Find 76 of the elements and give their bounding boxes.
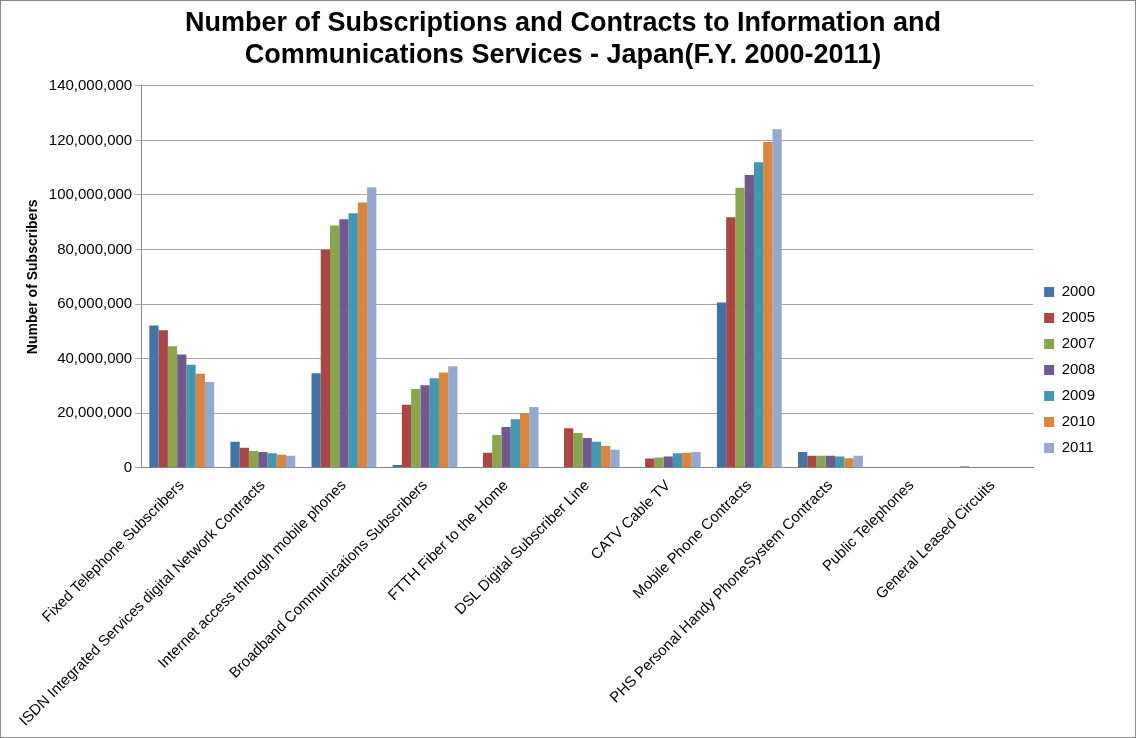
bar <box>438 372 449 468</box>
bar <box>663 456 673 468</box>
bar <box>853 455 863 468</box>
bar <box>204 382 215 468</box>
bar <box>807 455 817 468</box>
y-tick-label: 0 <box>123 457 133 475</box>
bar <box>401 404 412 468</box>
bar <box>448 366 458 468</box>
bar <box>763 142 773 468</box>
bar <box>311 373 321 468</box>
bar <box>357 202 368 468</box>
bar <box>591 441 602 468</box>
chart-title: Number of Subscriptions and Contracts to Information and Communications Services - Japan(F.Y. 2000-2011) <box>184 6 942 70</box>
bar <box>744 175 754 468</box>
bar <box>239 447 249 468</box>
y-tick-label: 40,000,000 <box>57 348 133 366</box>
bar <box>492 435 502 468</box>
legend-label: 2008 <box>1061 360 1096 378</box>
y-tick-label: 140,000,000 <box>48 75 133 93</box>
bar <box>691 451 701 468</box>
bar <box>844 458 854 468</box>
bar <box>177 354 187 468</box>
bar <box>276 454 287 468</box>
bar <box>248 451 259 468</box>
bar <box>753 162 764 468</box>
y-tick-label: 80,000,000 <box>57 239 133 257</box>
bar <box>672 453 683 468</box>
bar <box>230 441 240 468</box>
bar <box>582 438 592 468</box>
y-tick-label: 100,000,000 <box>48 185 133 203</box>
y-tick-label: 60,000,000 <box>57 294 133 312</box>
bar <box>330 225 340 468</box>
legend-label: 2010 <box>1061 412 1096 430</box>
bar <box>726 217 736 468</box>
bar <box>835 456 845 468</box>
bar <box>716 302 727 468</box>
bar <box>367 187 377 468</box>
y-tick-label: 120,000,000 <box>48 130 133 148</box>
bar <box>510 419 520 468</box>
bar <box>348 213 358 468</box>
bar <box>529 406 539 468</box>
legend-label: 2009 <box>1061 386 1096 404</box>
y-axis-title: Number of Subscribers <box>24 199 41 355</box>
bar <box>339 219 349 468</box>
bar <box>797 451 808 468</box>
bar <box>320 249 331 468</box>
bar <box>195 373 205 468</box>
bar <box>610 449 620 468</box>
bar <box>411 388 421 468</box>
legend-label: 2000 <box>1061 282 1096 300</box>
legend-label: 2005 <box>1061 308 1096 326</box>
bar <box>564 428 574 468</box>
legend-label: 2011 <box>1061 438 1094 456</box>
bar <box>682 452 692 468</box>
bar <box>158 330 168 468</box>
bar <box>735 187 745 468</box>
bar <box>825 455 836 468</box>
bar <box>519 412 530 468</box>
bar <box>149 325 159 468</box>
legend-label: 2007 <box>1061 334 1096 352</box>
bar <box>258 451 268 468</box>
bar <box>167 346 178 468</box>
bar <box>573 433 583 468</box>
bar <box>601 445 611 468</box>
bar <box>420 385 430 468</box>
bar <box>772 129 782 468</box>
bar <box>654 457 664 468</box>
bar <box>286 455 296 468</box>
bar <box>186 364 196 468</box>
bar <box>645 458 655 468</box>
bar <box>482 452 493 468</box>
y-tick-label: 20,000,000 <box>57 403 133 421</box>
bar <box>429 378 439 468</box>
bar <box>816 455 826 468</box>
bar <box>267 453 277 468</box>
bar <box>501 427 511 468</box>
